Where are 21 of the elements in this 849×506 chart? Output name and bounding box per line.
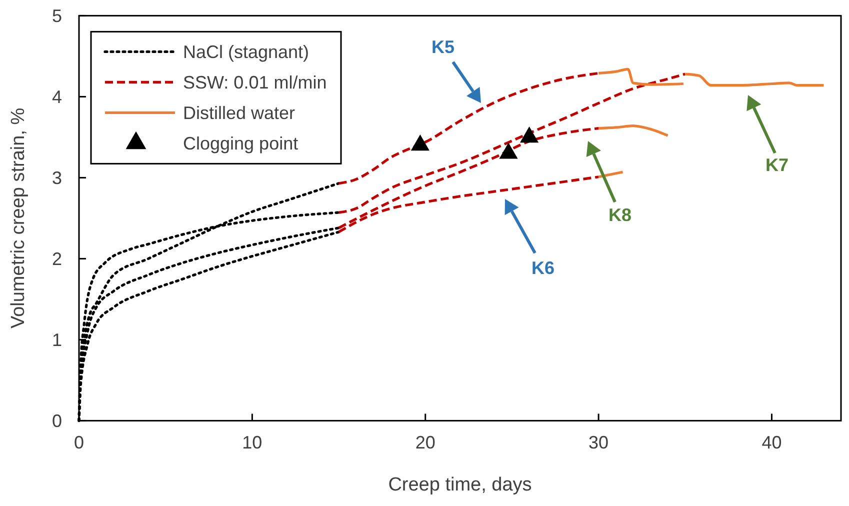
y-tick-label: 0 <box>52 411 62 431</box>
annotation: K8 <box>608 205 632 225</box>
annotation: K5 <box>431 37 455 57</box>
annotation: K6 <box>531 258 555 278</box>
x-axis-title: Creep time, days <box>388 474 532 496</box>
y-tick-label: 4 <box>52 87 62 107</box>
x-tick-label: 20 <box>415 432 436 453</box>
y-tick-label: 3 <box>52 168 62 188</box>
x-tick-label: 40 <box>762 432 782 453</box>
y-tick-label: 5 <box>52 6 62 26</box>
legend-label: NaCl (stagnant) <box>183 42 310 62</box>
y-tick-label: 1 <box>52 330 62 350</box>
legend-label: SSW: 0.01 ml/min <box>183 72 327 92</box>
legend-label: Clogging point <box>183 134 298 154</box>
y-axis-title: Volumetric creep strain, % <box>8 108 29 329</box>
x-tick-label: 0 <box>74 432 84 453</box>
x-tick-label: 30 <box>588 432 609 453</box>
x-tick-label: 10 <box>242 432 262 453</box>
y-tick-label: 2 <box>52 249 62 269</box>
legend-label: Distilled water <box>183 103 296 123</box>
annotation: K7 <box>765 155 789 175</box>
